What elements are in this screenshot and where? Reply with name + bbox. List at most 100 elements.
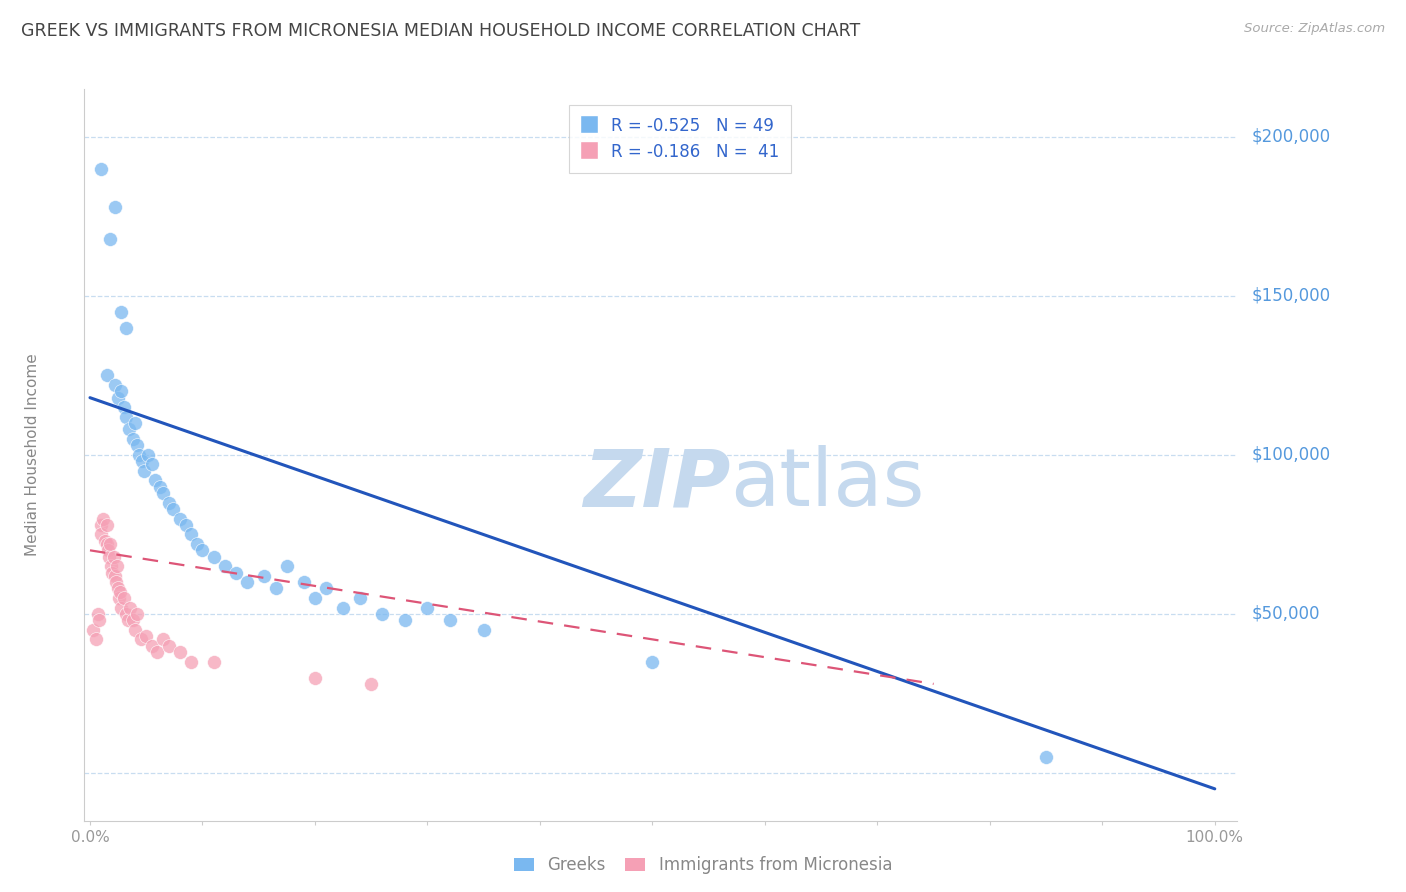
Text: $50,000: $50,000 <box>1251 605 1320 623</box>
Point <box>349 591 371 605</box>
Point <box>118 422 141 436</box>
Point <box>82 623 104 637</box>
Point <box>304 591 326 605</box>
Point <box>304 671 326 685</box>
Point <box>100 559 122 574</box>
Point <box>202 549 225 564</box>
Point <box>641 655 664 669</box>
Point <box>191 543 214 558</box>
Point <box>225 566 247 580</box>
Point <box>138 448 160 462</box>
Point <box>174 517 197 532</box>
Point <box>107 582 129 596</box>
Point <box>90 527 112 541</box>
Text: $100,000: $100,000 <box>1251 446 1330 464</box>
Point <box>104 568 127 582</box>
Point <box>394 613 416 627</box>
Point <box>96 537 118 551</box>
Point <box>169 645 191 659</box>
Point <box>117 613 139 627</box>
Point <box>157 495 180 509</box>
Point <box>107 391 129 405</box>
Point <box>253 568 276 582</box>
Point <box>97 543 120 558</box>
Point <box>112 401 135 415</box>
Point <box>96 368 118 383</box>
Point <box>121 613 143 627</box>
Legend: Greeks, Immigrants from Micronesia: Greeks, Immigrants from Micronesia <box>509 851 897 880</box>
Point <box>110 384 132 399</box>
Point <box>371 607 394 621</box>
Point <box>180 655 202 669</box>
Point <box>162 502 184 516</box>
Point <box>115 607 138 621</box>
Point <box>180 527 202 541</box>
Point <box>112 591 135 605</box>
Point <box>149 480 172 494</box>
Point <box>202 655 225 669</box>
Point <box>105 559 128 574</box>
Point <box>93 533 115 548</box>
Point <box>87 607 110 621</box>
Text: Median Household Income: Median Household Income <box>25 353 39 557</box>
Point <box>115 409 138 424</box>
Point <box>110 600 132 615</box>
Point <box>84 632 107 647</box>
Legend: R = -0.525   N = 49, R = -0.186   N =  41: R = -0.525 N = 49, R = -0.186 N = 41 <box>569 105 790 173</box>
Point <box>264 582 287 596</box>
Point <box>98 232 121 246</box>
Text: $150,000: $150,000 <box>1251 287 1330 305</box>
Text: ZIP: ZIP <box>582 445 730 524</box>
Point <box>120 600 142 615</box>
Text: GREEK VS IMMIGRANTS FROM MICRONESIA MEDIAN HOUSEHOLD INCOME CORRELATION CHART: GREEK VS IMMIGRANTS FROM MICRONESIA MEDI… <box>21 22 860 40</box>
Point <box>127 438 149 452</box>
Point <box>135 629 157 643</box>
Point <box>115 320 138 334</box>
Point <box>131 454 153 468</box>
Point <box>93 511 115 525</box>
Point <box>315 582 337 596</box>
Point <box>169 511 191 525</box>
Text: $200,000: $200,000 <box>1251 128 1330 146</box>
Point <box>141 458 163 472</box>
Point <box>108 591 131 605</box>
Point <box>292 575 315 590</box>
Point <box>103 549 125 564</box>
Point <box>439 613 461 627</box>
Point <box>1035 750 1057 764</box>
Point <box>129 632 152 647</box>
Text: atlas: atlas <box>730 445 924 524</box>
Point <box>141 639 163 653</box>
Point <box>121 432 143 446</box>
Point <box>124 416 146 430</box>
Point <box>104 575 127 590</box>
Point <box>472 623 495 637</box>
Point <box>87 613 110 627</box>
Point <box>236 575 259 590</box>
Point <box>98 549 121 564</box>
Point <box>214 559 236 574</box>
Point <box>127 607 149 621</box>
Point <box>360 677 382 691</box>
Point <box>104 378 127 392</box>
Point <box>110 305 132 319</box>
Point <box>90 517 112 532</box>
Point <box>101 566 124 580</box>
Point <box>152 632 174 647</box>
Point <box>152 486 174 500</box>
Point <box>332 600 354 615</box>
Point <box>110 584 132 599</box>
Point <box>146 645 169 659</box>
Text: Source: ZipAtlas.com: Source: ZipAtlas.com <box>1244 22 1385 36</box>
Point <box>143 474 166 488</box>
Point <box>96 517 118 532</box>
Point <box>90 161 112 176</box>
Point <box>98 537 121 551</box>
Point <box>104 200 127 214</box>
Point <box>276 559 298 574</box>
Point <box>132 464 155 478</box>
Point <box>128 448 150 462</box>
Point <box>416 600 439 615</box>
Point <box>186 537 208 551</box>
Point <box>124 623 146 637</box>
